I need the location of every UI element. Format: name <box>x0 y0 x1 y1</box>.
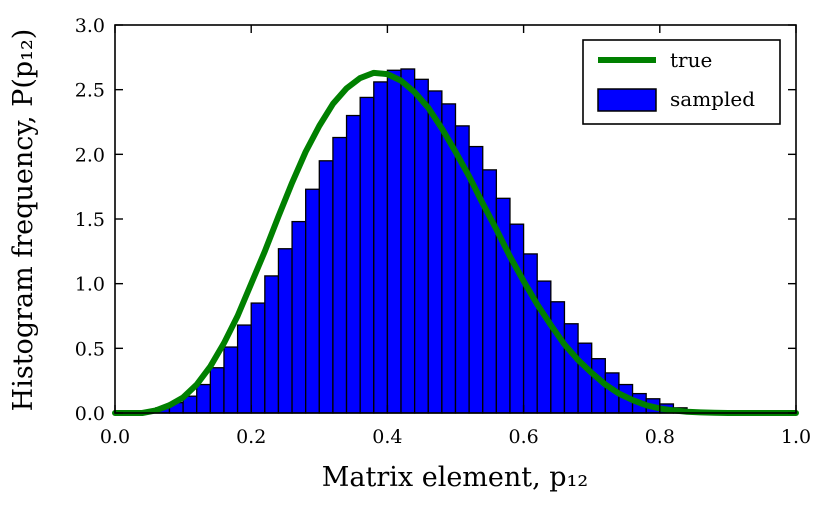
legend: true sampled <box>582 39 781 125</box>
histogram-bar <box>305 188 320 414</box>
x-tick-label: 0.8 <box>645 426 675 448</box>
histogram-bar <box>359 96 375 414</box>
histogram-bar <box>509 223 525 414</box>
histogram-bar <box>332 136 348 414</box>
legend-sampled-label: sampled <box>670 87 755 111</box>
histogram-bar <box>427 90 443 414</box>
histogram-bar <box>223 346 239 414</box>
axis-ticks <box>114 24 797 414</box>
x-tick-labels: 0.0 0.2 0.4 0.6 0.8 1.0 <box>100 426 811 448</box>
histogram-bar <box>318 160 334 414</box>
histogram-bar <box>291 220 307 414</box>
histogram-bar <box>264 275 280 414</box>
histogram-bar <box>209 367 225 414</box>
histogram-bar <box>400 68 416 414</box>
histogram-bar <box>413 78 429 414</box>
x-axis-label: Matrix element, p₁₂ <box>322 462 588 493</box>
y-tick-label: 0.5 <box>75 338 105 360</box>
histogram-bar <box>373 81 389 414</box>
x-tick-label: 0.0 <box>100 426 130 448</box>
y-tick-label: 1.5 <box>75 209 105 231</box>
y-axis-label: Histogram frequency, P(p₁₂) <box>8 29 39 412</box>
x-tick-label: 1.0 <box>781 426 811 448</box>
x-tick-label: 0.6 <box>508 426 538 448</box>
y-tick-label: 3.0 <box>75 15 105 37</box>
histogram-bar <box>250 302 266 414</box>
histogram-bar <box>345 114 361 414</box>
legend-sampled-swatch <box>597 88 657 112</box>
y-tick-label: 0.0 <box>75 403 105 425</box>
histogram-bar <box>277 248 293 414</box>
histogram-bar <box>196 383 211 414</box>
histogram-bar <box>386 69 402 414</box>
legend-true-label: true <box>670 48 712 72</box>
histogram-bar <box>577 342 593 414</box>
histogram-bar <box>563 323 579 414</box>
x-tick-label: 0.4 <box>372 426 402 448</box>
y-tick-label: 2.0 <box>75 144 105 166</box>
true-curve <box>112 69 799 416</box>
y-tick-labels: 0.0 0.5 1.0 1.5 2.0 2.5 3.0 <box>75 15 105 425</box>
histogram-bar <box>536 280 552 414</box>
x-tick-label: 0.2 <box>236 426 266 448</box>
histogram-bar <box>550 301 566 414</box>
histogram-bar <box>236 324 252 414</box>
histogram-bar <box>522 253 538 414</box>
histogram-bars <box>155 68 715 414</box>
y-tick-label: 1.0 <box>75 274 105 296</box>
y-tick-label: 2.5 <box>75 80 105 102</box>
